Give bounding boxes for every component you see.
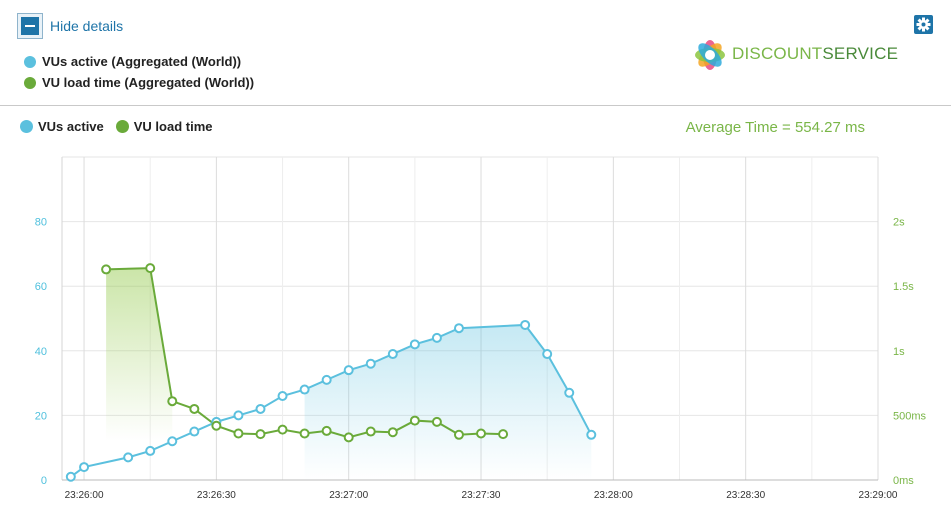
vu-load-time-point [476,428,487,439]
legend-item-vu-load-time[interactable]: VU load time [115,119,213,134]
hide-details-link[interactable]: Hide details [50,18,124,34]
vus-active-point [431,332,442,343]
y-right-tick-label: 1.5s [893,281,914,293]
legend-label: VUs active [38,119,104,134]
vu-load-time-point [409,415,420,426]
x-tick-label: 23:27:00 [329,490,368,501]
x-tick-label: 23:26:30 [197,490,236,501]
vu-load-time-point [233,428,244,439]
vu-load-time-point [431,416,442,427]
y-left-tick-label: 80 [35,217,47,229]
vus-active-point [453,323,464,334]
series-row-vu-load-time[interactable]: VU load time (Aggregated (World)) [24,72,254,93]
vus-active-point [343,365,354,376]
y-left-tick-label: 0 [41,475,47,487]
logo-wordmark: DISCOUNTSERVICE [732,44,898,64]
vus-active-point [79,462,90,473]
y-right-tick-label: 0ms [893,475,914,487]
vus-active-point [189,426,200,437]
gear-icon[interactable] [914,15,933,34]
vu-load-time-point [387,427,398,438]
x-tick-label: 23:28:00 [594,490,633,501]
vus-active-point [255,403,266,414]
vu-load-time-point [277,424,288,435]
vus-active-point [586,429,597,440]
logo-flower-icon [695,40,725,70]
x-tick-label: 23:26:00 [65,490,104,501]
vus-active-point [520,319,531,330]
vu-load-time-dot-icon [24,76,36,89]
vus-active-line [70,323,593,478]
vu-load-time-point [365,426,376,437]
vu-load-time-point [321,425,332,436]
vus-active-point [365,358,376,369]
vus-active-point [277,391,288,402]
logo-word-service: SERVICE [822,44,899,63]
vus-active-point [123,452,134,463]
details-panel: Hide details VUs active (Aggregated (Wor… [0,0,951,106]
x-tick-label: 23:27:30 [462,490,501,501]
average-time-label: Average Time = 554.27 ms [685,119,865,136]
vu-load-time-point [211,420,222,431]
vus-active-area [304,324,592,480]
vu-load-time-area [106,268,173,442]
x-tick-label: 23:29:00 [859,490,898,501]
vus-active-point [409,339,420,350]
series-list: VUs active (Aggregated (World)) VU load … [24,51,254,93]
vus-active-point [233,410,244,421]
legend-label: VU load time [133,119,213,134]
vu-load-time-point [145,263,156,274]
y-right-tick-label: 1s [893,346,905,358]
vus-active-point [321,374,332,385]
y-right-tick-label: 2s [893,217,905,229]
y-left-tick-label: 60 [35,281,47,293]
vu-load-time-point [167,396,178,407]
series-label: VUs active (Aggregated (World)) [42,54,242,69]
y-right-tick-label: 500ms [893,410,927,422]
logo-word-discount: DISCOUNT [732,44,823,63]
vu-load-time-point [343,432,354,443]
y-left-tick-label: 20 [35,410,47,422]
vu-load-time-point [255,429,266,440]
legend-dot-icon [115,120,129,133]
vu-load-time-point [498,429,509,440]
minus-icon [21,17,39,35]
collapse-details-button[interactable] [17,13,43,39]
vus-active-point [542,349,553,360]
legend-item-vus-active[interactable]: VUs active [20,119,104,134]
legend-dot-icon [20,120,33,133]
series-row-vus-active[interactable]: VUs active (Aggregated (World)) [24,51,254,72]
vu-load-time-point [453,429,464,440]
vus-active-point [387,349,398,360]
vus-active-point [167,436,178,447]
vu-load-time-point [101,264,112,275]
y-left-tick-label: 40 [35,346,47,358]
series-label: VU load time (Aggregated (World)) [42,75,255,90]
chart-legend: VUs active VU load time [20,119,225,134]
vu-load-time-point [189,403,200,414]
vus-active-point [299,384,310,395]
vus-active-dot-icon [24,55,36,68]
vus-active-point [564,387,575,398]
vus-active-point [145,445,156,456]
vu-load-time-point [299,428,310,439]
vus-active-point [65,471,76,482]
discountservice-logo: DISCOUNTSERVICE [692,36,898,74]
x-tick-label: 23:28:30 [726,490,765,501]
